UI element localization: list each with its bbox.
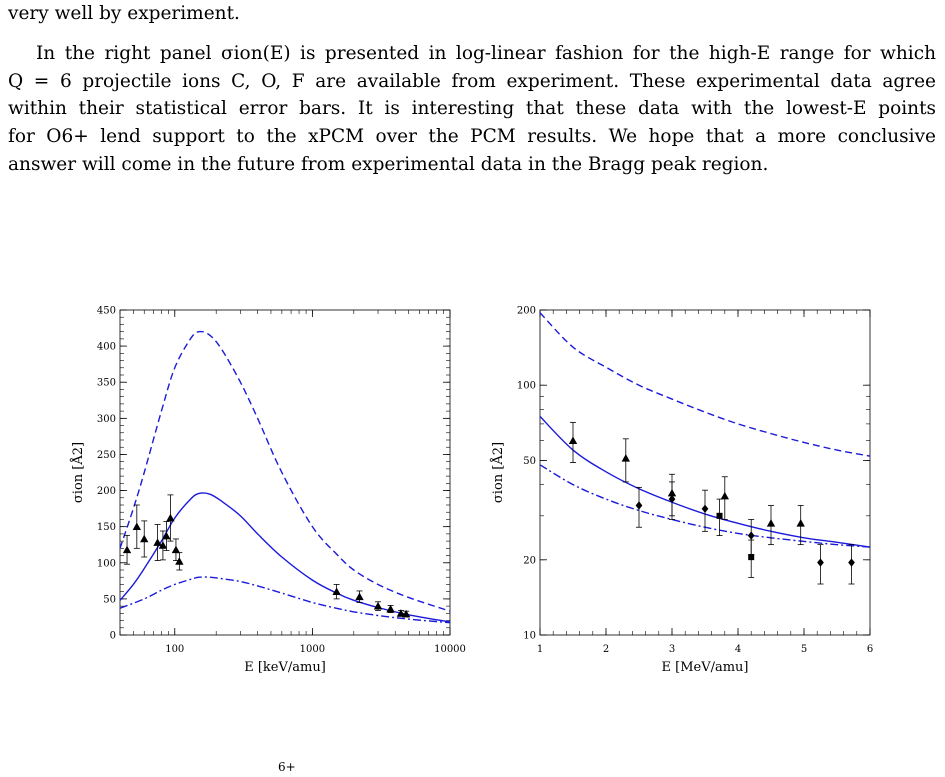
data-point-triangle	[621, 454, 630, 462]
data-point-triangle	[175, 557, 184, 565]
curve-dashed	[540, 312, 870, 457]
y-axis-label: σion [Å2]	[490, 442, 506, 503]
data-point-triangle	[171, 545, 181, 554]
curve-dashed	[120, 330, 450, 612]
data-point-triangle	[401, 609, 411, 618]
y-tick-label: 0	[110, 631, 116, 642]
x-tick-label: 3	[669, 644, 675, 655]
data-point-triangle	[355, 592, 364, 601]
data-point-diamond	[817, 558, 824, 567]
y-tick-label: 10	[523, 631, 536, 642]
data-point-triangle	[166, 513, 175, 522]
data-point-triangle	[122, 545, 132, 554]
data-point-triangle	[132, 522, 142, 531]
data-point-triangle	[396, 609, 406, 617]
y-axis-label: σion [Å2]	[70, 442, 86, 503]
data-point-triangle	[766, 519, 776, 527]
text-line-3: within their statistical error bars. It …	[8, 98, 936, 120]
data-point-triangle	[373, 601, 383, 610]
data-point-diamond	[701, 504, 709, 514]
data-point-square	[716, 512, 723, 519]
y-tick-label: 200	[517, 306, 536, 317]
data-point-triangle	[568, 436, 578, 444]
x-tick-label: 2	[603, 644, 609, 655]
y-tick-label: 100	[517, 381, 536, 392]
data-point-diamond	[635, 501, 643, 510]
plot-frame	[119, 309, 451, 636]
y-tick-label: 200	[97, 486, 116, 497]
y-tick-label: 50	[103, 594, 116, 605]
paragraph-tail: very well by experiment.	[8, 0, 936, 28]
data-point-diamond	[747, 531, 755, 540]
data-point-triangle	[162, 531, 171, 540]
text-line-5: answer will come in the future from expe…	[8, 153, 769, 175]
data-point-square	[748, 554, 755, 561]
x-tick-label: 1	[537, 644, 543, 655]
y-tick-label: 20	[523, 555, 536, 566]
data-point-diamond	[668, 494, 676, 504]
caption-fragment: 6+	[278, 760, 296, 774]
left-chart: 100 1000 10000 0 50 100 150 200 250 300 350 400 450 E…	[70, 306, 466, 676]
paragraph-body: In the right panel σion(E) is presented …	[8, 40, 936, 179]
x-tick-label: 10000	[434, 644, 466, 655]
data-point-diamond	[848, 558, 855, 567]
y-tick-label: 50	[523, 456, 536, 467]
y-tick-label: 350	[97, 378, 116, 389]
data-point-triangle	[140, 534, 149, 543]
x-axis-label: E [keV/amu]	[244, 660, 326, 675]
data-point-triangle	[796, 519, 805, 527]
y-tick-label: 250	[97, 450, 116, 461]
y-tick-label: 150	[97, 522, 116, 533]
x-tick-label: 4	[735, 644, 741, 655]
data-point-triangle	[153, 538, 162, 546]
y-tick-label: 300	[97, 414, 116, 425]
data-point-triangle	[386, 604, 395, 613]
y-tick-label: 450	[97, 306, 116, 317]
right-chart: 1 2 3 4 5 6 10 20 50 100 200 E [MeV/amu] σion [Å2]	[490, 306, 873, 676]
curve-dashdot	[120, 576, 450, 624]
x-tick-label: 100	[165, 644, 184, 655]
text-line-2: Q = 6 projectile ions C, O, F are availa…	[8, 70, 936, 92]
data-point-triangle	[332, 587, 341, 596]
plot-frame	[539, 309, 871, 636]
data-point-triangle	[158, 541, 168, 549]
text-line-4: for O6+ lend support to the xPCM over th…	[8, 126, 936, 148]
x-tick-label: 5	[801, 644, 807, 655]
y-tick-label: 100	[97, 558, 116, 569]
text-line: very well by experiment.	[8, 3, 240, 24]
x-tick-label: 1000	[300, 644, 325, 655]
x-tick-label: 6	[867, 644, 873, 655]
y-tick-label: 400	[97, 342, 116, 353]
data-point-triangle	[720, 491, 729, 500]
text-line-1: In the right panel σion(E) is presented …	[36, 43, 936, 64]
x-axis-label: E [MeV/amu]	[662, 660, 749, 675]
curve-solid	[120, 492, 450, 623]
